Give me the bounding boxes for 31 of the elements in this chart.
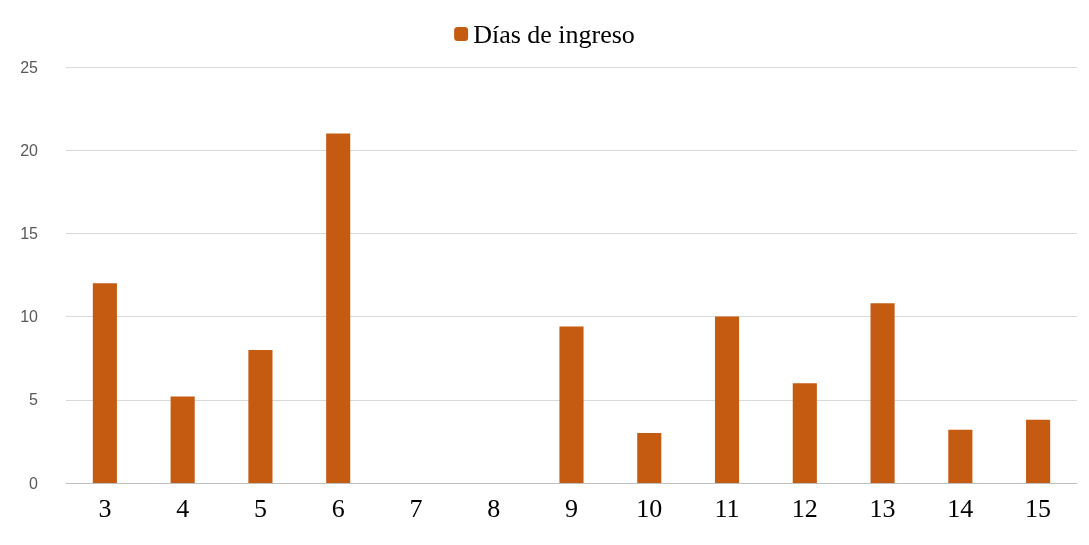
y-tick-label: 0: [29, 474, 39, 492]
x-tick-label: 4: [176, 493, 190, 523]
x-tick-label: 6: [331, 493, 345, 523]
bar: [170, 396, 195, 483]
x-tick-label: 15: [1025, 493, 1052, 523]
y-tick-label: 10: [20, 308, 39, 326]
bar: [948, 429, 973, 483]
x-tick-label: 7: [409, 493, 423, 523]
x-tick-label: 5: [253, 493, 267, 523]
x-tick-label: 8: [487, 493, 501, 523]
x-tick-label: 10: [636, 493, 663, 523]
legend-label: Días de ingreso: [473, 19, 635, 49]
x-tick-label: 13: [869, 493, 896, 523]
y-tick-label: 5: [29, 391, 39, 409]
bar: [248, 349, 273, 483]
bar: [870, 303, 895, 483]
x-tick-label: 9: [565, 493, 578, 523]
y-tick-label: 25: [20, 58, 39, 76]
x-tick-label: 3: [98, 493, 112, 523]
x-tick-label: 14: [947, 493, 974, 523]
bar: [637, 433, 662, 483]
x-tick-label: 12: [791, 493, 818, 523]
bar: [1026, 419, 1051, 483]
y-tick-label: 15: [20, 224, 39, 242]
x-tick-label: 11: [714, 493, 740, 523]
bar: [792, 383, 817, 483]
y-tick-label: 20: [20, 141, 39, 159]
bar: [92, 283, 117, 483]
bar: [326, 133, 351, 483]
bar: [714, 316, 740, 483]
bar: [559, 326, 584, 483]
